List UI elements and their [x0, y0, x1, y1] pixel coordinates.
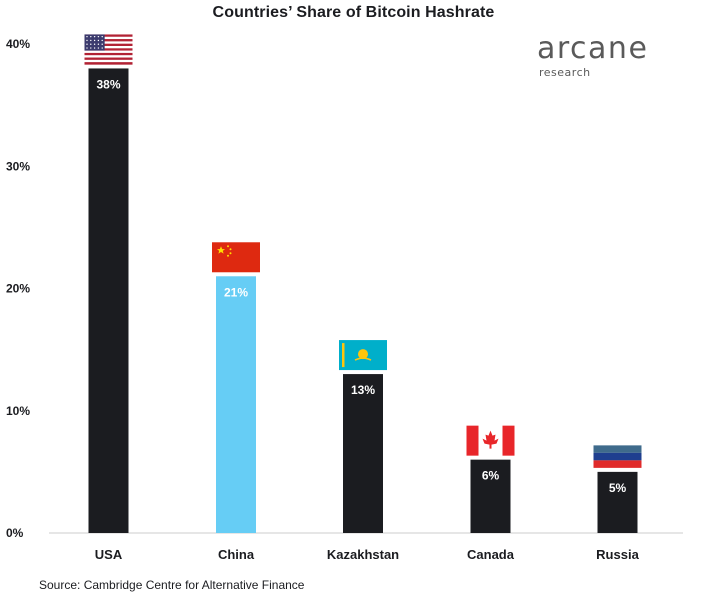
x-tick-label: USA [95, 547, 123, 562]
bar-russia [597, 471, 638, 533]
y-tick-label: 30% [6, 159, 30, 173]
arcane-research-logo: arcane research [537, 31, 667, 80]
data-label: 21% [224, 285, 248, 299]
canada-flag-icon [466, 425, 515, 456]
flags-group [84, 34, 642, 468]
logo-wordmark: arcane [537, 31, 649, 66]
y-tick-label: 10% [6, 404, 30, 418]
bar-china [216, 276, 256, 533]
y-tick-label: 20% [6, 282, 30, 296]
data-label: 38% [96, 77, 120, 91]
x-tick-label: Russia [596, 547, 639, 562]
x-tick-label: Kazakhstan [327, 547, 399, 562]
usa-flag-icon [84, 34, 133, 65]
source-note: Source: Cambridge Centre for Alternative… [39, 578, 305, 592]
chart-title: Countries’ Share of Bitcoin Hashrate [212, 4, 495, 21]
bar-kazakhstan [343, 374, 383, 533]
bar-usa [88, 68, 129, 533]
bar-canada [470, 459, 511, 533]
x-axis: USA China Kazakhstan Canada Russia [95, 547, 640, 562]
y-tick-label: 40% [6, 37, 30, 51]
bars-group: 38% 21% 13% 6% 5% [88, 68, 638, 533]
y-axis: 0% 10% 20% 30% 40% [6, 37, 30, 540]
data-label: 13% [351, 383, 375, 397]
x-tick-label: Canada [467, 547, 515, 562]
data-label: 6% [482, 469, 500, 483]
china-flag-icon [212, 242, 260, 273]
kazakhstan-flag-icon [339, 340, 387, 371]
data-label: 5% [609, 481, 627, 495]
logo-subtitle: research [539, 66, 591, 79]
y-tick-label: 0% [6, 526, 24, 540]
x-tick-label: China [218, 547, 255, 562]
russia-flag-icon [593, 445, 642, 468]
